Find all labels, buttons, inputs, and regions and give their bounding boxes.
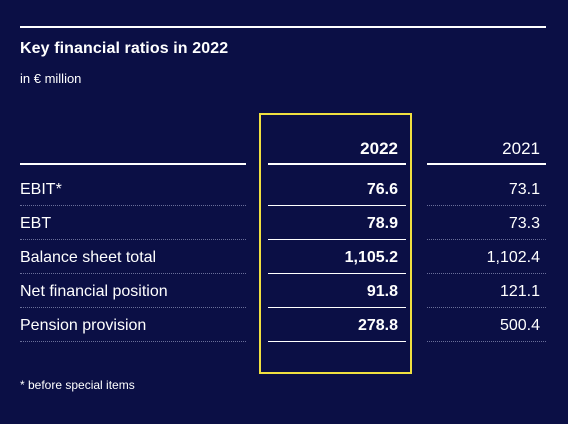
top-rule	[20, 26, 546, 28]
column-header-2022: 2022	[360, 139, 398, 158]
value-2021: 73.1	[508, 181, 540, 198]
value-2022: 278.8	[357, 317, 398, 334]
row-divider	[20, 205, 246, 206]
column-header-2021: 2021	[502, 139, 540, 158]
value-2021: 500.4	[499, 317, 540, 334]
header-rule-2022	[268, 163, 406, 165]
row-label: Pension provision	[20, 317, 147, 334]
table-row: Balance sheet total 1,105.2 1,102.4	[0, 240, 568, 274]
row-divider-2022	[268, 205, 406, 206]
row-divider	[20, 307, 246, 308]
table-row: EBIT* 76.6 73.1	[0, 172, 568, 206]
row-label: EBT	[20, 215, 52, 232]
value-2021: 73.3	[508, 215, 540, 232]
value-2022: 1,105.2	[344, 249, 398, 266]
current-year-highlight	[259, 113, 412, 374]
table-row: Net financial position 91.8 121.1	[0, 274, 568, 308]
table-row: Pension provision 278.8 500.4	[0, 308, 568, 342]
row-divider-2021	[427, 341, 546, 342]
row-divider-2021	[427, 205, 546, 206]
row-divider	[20, 341, 246, 342]
row-label: EBIT*	[20, 181, 62, 198]
row-label: Balance sheet total	[20, 249, 157, 266]
row-divider-2022	[268, 341, 406, 342]
value-2022: 91.8	[366, 283, 398, 300]
row-label: Net financial position	[20, 283, 168, 300]
table-row: EBT 78.9 73.3	[0, 206, 568, 240]
unit-subtitle: in € million	[20, 71, 82, 86]
row-divider-2021	[427, 273, 546, 274]
footnote: * before special items	[20, 378, 135, 392]
row-divider-2021	[427, 239, 546, 240]
table-title: Key financial ratios in 2022	[20, 40, 229, 57]
row-divider-2022	[268, 273, 406, 274]
value-2022: 76.6	[366, 181, 398, 198]
value-2021: 121.1	[499, 283, 540, 300]
row-divider-2022	[268, 307, 406, 308]
row-divider-2022	[268, 239, 406, 240]
value-2021: 1,102.4	[486, 249, 540, 266]
row-divider-2021	[427, 307, 546, 308]
header-rule-label	[20, 163, 246, 165]
header-rule-2021	[427, 163, 546, 165]
row-divider	[20, 273, 246, 274]
value-2022: 78.9	[366, 215, 398, 232]
row-divider	[20, 239, 246, 240]
